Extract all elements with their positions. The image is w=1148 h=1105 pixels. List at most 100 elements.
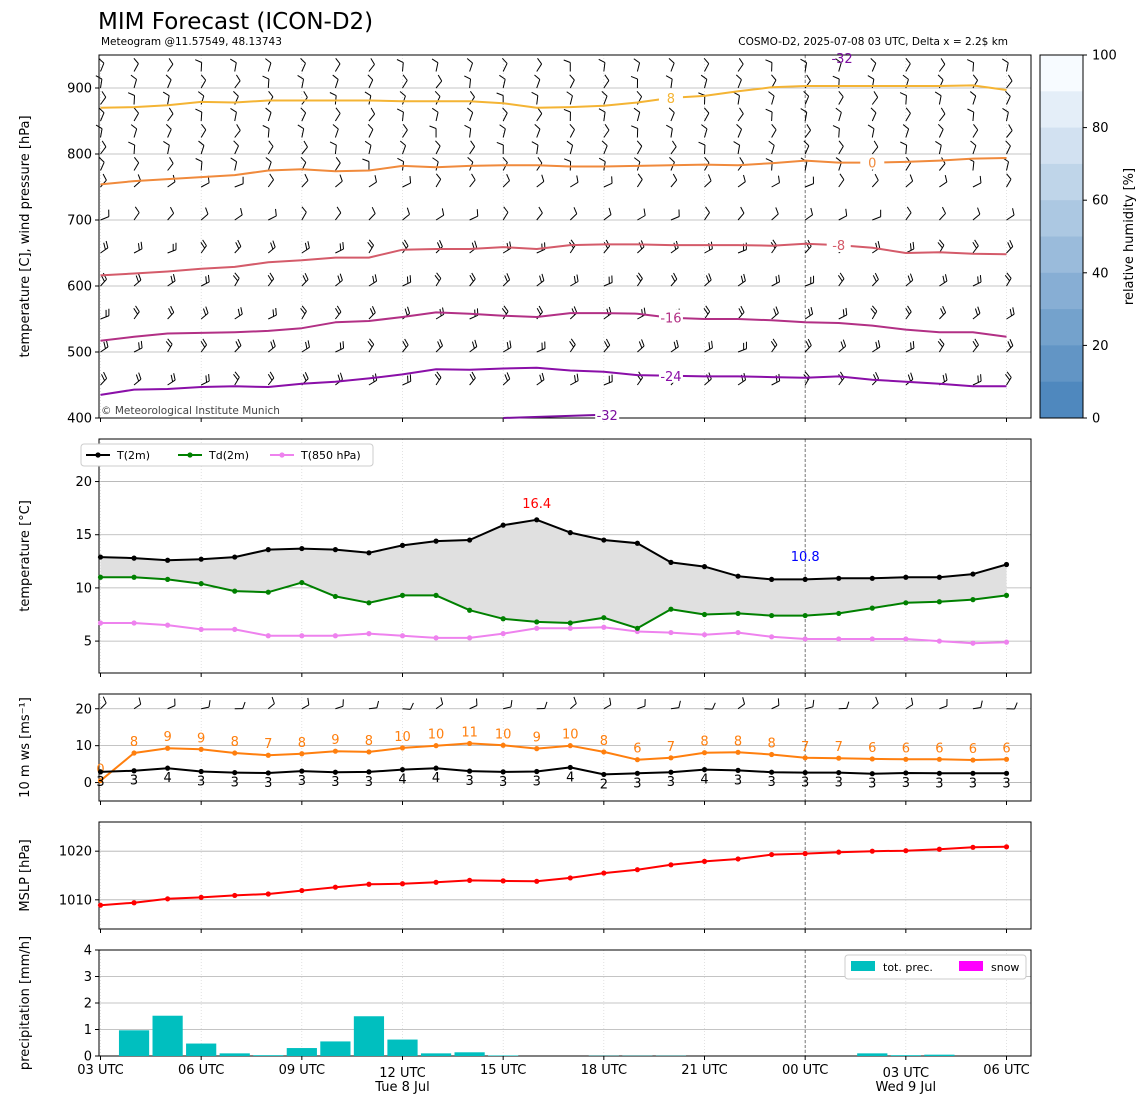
wind-barb bbox=[364, 140, 372, 155]
wind-barb bbox=[670, 240, 679, 254]
wind-barb bbox=[867, 124, 875, 138]
precip-bar bbox=[857, 1053, 888, 1056]
wind-barb bbox=[905, 107, 911, 122]
wind-barb bbox=[130, 74, 138, 89]
wind-barb bbox=[334, 206, 342, 221]
series-point bbox=[332, 748, 338, 754]
colorbar-segment bbox=[1040, 381, 1083, 419]
data-label: 3 bbox=[935, 776, 943, 791]
isotherm-line bbox=[100, 311, 1007, 342]
wind-barb bbox=[232, 272, 240, 287]
wind-barb bbox=[737, 107, 744, 122]
data-label: 8 bbox=[365, 734, 373, 749]
wind-barb bbox=[368, 107, 376, 122]
series-point bbox=[701, 858, 708, 864]
wind-barb bbox=[972, 338, 979, 353]
surface-wind-barb bbox=[167, 698, 176, 710]
wind-barb bbox=[771, 123, 777, 138]
data-label: 9 bbox=[331, 733, 339, 748]
series-point bbox=[332, 884, 338, 890]
series-point bbox=[601, 537, 607, 543]
wind-barb bbox=[536, 341, 546, 353]
series-point bbox=[567, 875, 573, 881]
wind-barb bbox=[531, 141, 539, 155]
series-point bbox=[165, 745, 171, 751]
surface-wind-barb bbox=[871, 696, 879, 710]
data-label: 3 bbox=[868, 777, 876, 792]
data-label: 10 bbox=[428, 728, 445, 743]
wind-barb bbox=[301, 272, 309, 287]
legend-box bbox=[80, 443, 374, 467]
wind-panel-frame bbox=[98, 693, 1032, 802]
wind-barb bbox=[905, 372, 914, 386]
series-point bbox=[232, 892, 238, 899]
wind-barb bbox=[368, 306, 376, 320]
wind-barb bbox=[162, 91, 170, 105]
series-point bbox=[970, 640, 976, 646]
wind-barb bbox=[972, 123, 979, 138]
wind-barb bbox=[133, 241, 143, 254]
wind-barb bbox=[402, 374, 412, 386]
wind-barb bbox=[200, 74, 207, 89]
series-line bbox=[99, 742, 1007, 782]
surface-wind-barb bbox=[972, 700, 983, 710]
series-point bbox=[131, 620, 137, 626]
colorbar-segment bbox=[1040, 55, 1083, 92]
wind-barb bbox=[804, 307, 814, 320]
series-point bbox=[433, 879, 439, 885]
surface-wind-barb bbox=[670, 700, 681, 710]
wind-barb bbox=[972, 374, 982, 386]
wind-barb bbox=[402, 338, 409, 353]
wind-barb bbox=[469, 240, 478, 254]
series-point bbox=[399, 592, 406, 598]
series-point bbox=[97, 574, 104, 580]
wind-barb bbox=[469, 272, 476, 287]
wind-barb bbox=[570, 274, 579, 287]
series-point bbox=[601, 749, 607, 755]
series-point bbox=[433, 538, 439, 544]
wind-barb bbox=[733, 141, 741, 155]
wind-barb bbox=[167, 274, 176, 287]
wind-barb bbox=[804, 176, 815, 188]
series-point bbox=[634, 625, 640, 631]
data-label: 4 bbox=[700, 773, 708, 788]
wind-barb bbox=[435, 140, 441, 155]
surface-wind-barb bbox=[704, 702, 716, 710]
wind-barb bbox=[265, 157, 272, 171]
wind-barb bbox=[700, 74, 708, 89]
series-point bbox=[467, 740, 473, 747]
wind-barb bbox=[670, 209, 680, 221]
series-point bbox=[836, 769, 842, 776]
wind-barb bbox=[598, 58, 606, 72]
data-label: 7 bbox=[667, 740, 675, 755]
wind-barb bbox=[603, 74, 610, 89]
series-point bbox=[232, 626, 238, 632]
series-point bbox=[366, 600, 372, 606]
series-point bbox=[299, 579, 305, 586]
wind-barb bbox=[838, 173, 845, 188]
x-tick-label: 03 UTC bbox=[883, 1066, 929, 1081]
series-point bbox=[936, 638, 942, 644]
x-tick-label: 06 UTC bbox=[178, 1063, 224, 1078]
wind-barb bbox=[765, 108, 773, 122]
wind-barb bbox=[939, 206, 946, 221]
wind-barb bbox=[531, 91, 539, 105]
chart-subtitle-left: Meteogram @11.57549, 48.13743 bbox=[101, 36, 282, 48]
wind-barb bbox=[167, 373, 176, 386]
precipitation-panel: 0 1 2 3 4 precipitation [mm/h] tot. prec. snow bbox=[18, 936, 1032, 1070]
wind-barb bbox=[98, 156, 105, 171]
series-point bbox=[332, 633, 338, 639]
surface-wind-barb bbox=[805, 699, 815, 710]
wind-barb bbox=[704, 206, 710, 221]
wind-barb bbox=[466, 58, 474, 72]
series-point bbox=[366, 881, 372, 887]
wind-barb bbox=[1006, 239, 1014, 254]
series-point bbox=[567, 620, 573, 626]
wind-barb bbox=[262, 125, 270, 138]
series-point bbox=[399, 881, 406, 887]
precip-bar bbox=[286, 1048, 317, 1056]
series-point bbox=[668, 862, 674, 868]
precip-bar bbox=[253, 1055, 284, 1056]
series-point bbox=[836, 575, 842, 581]
series-point bbox=[265, 589, 271, 595]
